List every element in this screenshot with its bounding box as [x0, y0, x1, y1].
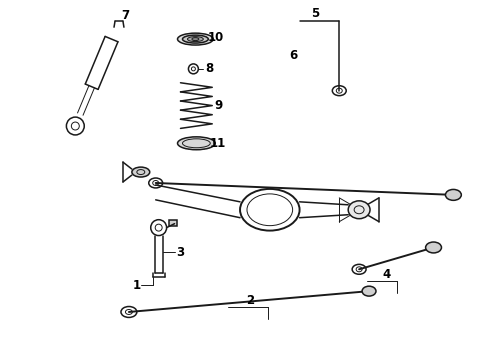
Ellipse shape [445, 189, 461, 201]
Text: 8: 8 [205, 62, 214, 75]
Text: 9: 9 [214, 99, 222, 112]
Ellipse shape [132, 167, 150, 177]
Text: 2: 2 [246, 293, 254, 307]
Ellipse shape [348, 201, 370, 219]
Ellipse shape [188, 37, 203, 41]
Text: 5: 5 [312, 7, 320, 20]
Text: 3: 3 [176, 246, 185, 259]
Text: 1: 1 [133, 279, 141, 292]
Ellipse shape [177, 33, 213, 45]
Text: 11: 11 [209, 137, 225, 150]
Text: 6: 6 [290, 49, 298, 63]
Ellipse shape [177, 137, 215, 150]
Text: 7: 7 [121, 9, 129, 22]
Ellipse shape [426, 242, 441, 253]
Text: 10: 10 [207, 31, 223, 44]
Text: 4: 4 [383, 268, 391, 281]
Ellipse shape [362, 286, 376, 296]
Bar [169, 220, 176, 226]
Ellipse shape [182, 35, 208, 43]
Ellipse shape [192, 37, 199, 41]
